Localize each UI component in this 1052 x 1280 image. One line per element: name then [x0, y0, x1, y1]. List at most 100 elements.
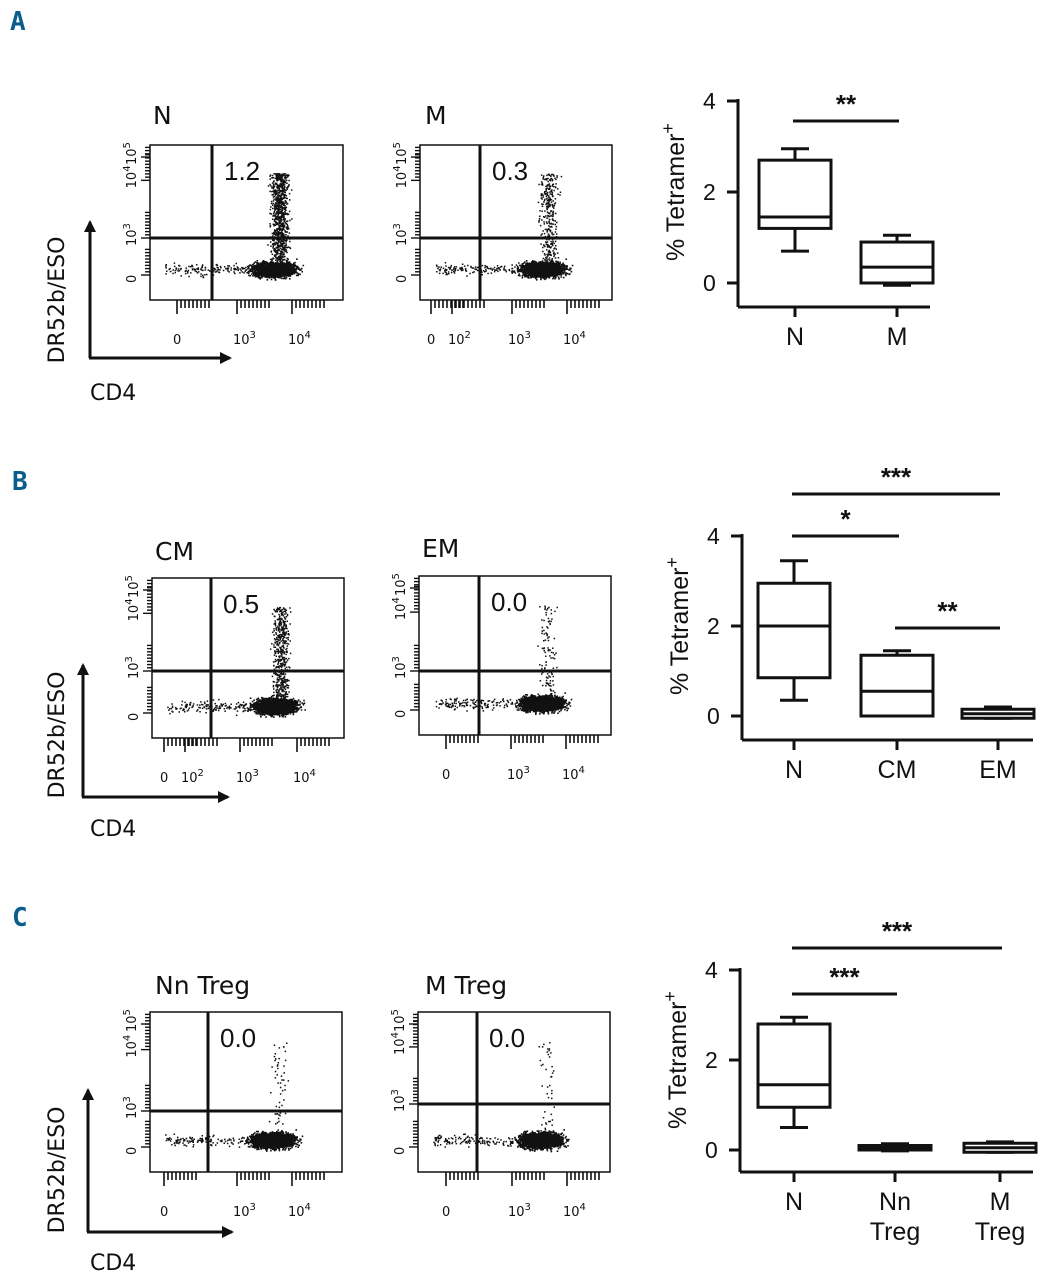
y-tick-label: 104: [392, 165, 410, 188]
significance-label: **: [937, 596, 958, 626]
y-tick-label: 0: [705, 1137, 718, 1163]
x-tick-label: 0: [160, 771, 168, 786]
axis-arrows: DR52b/ESO CD4: [45, 1088, 234, 1276]
y-tick-label: 2: [705, 1047, 718, 1073]
panel-label: C: [12, 903, 28, 933]
y-tick-label: 0: [125, 275, 140, 283]
y-tick-label: 104: [391, 597, 409, 620]
y-tick-label: 105: [391, 573, 409, 596]
cell-events: [165, 1042, 304, 1152]
y-tick-label: 0: [393, 1147, 408, 1155]
x-tick-label: 103: [233, 330, 256, 348]
y-tick-label: 0: [703, 270, 716, 296]
y-tick-label: 2: [707, 613, 720, 639]
cell-events: [165, 173, 305, 281]
cell-events: [433, 1042, 570, 1153]
axis-arrows: DR52b/ESO CD4: [45, 663, 230, 842]
y-tick-label: 4: [703, 88, 716, 114]
x-tick-label: 0: [427, 333, 435, 348]
x-tick-label: 0: [442, 1205, 450, 1220]
axis-arrows: DR52b/ESO CD4: [45, 220, 232, 406]
x-tick-label: 0: [160, 1205, 168, 1220]
significance-label: **: [836, 89, 857, 119]
y-tick-label: 0: [707, 703, 720, 729]
panel-label: A: [10, 7, 26, 37]
cell-events: [435, 173, 574, 281]
quadrant-percentage: 0.3: [492, 156, 528, 186]
box-plot: 024% Tetramer+N CM EM******: [662, 462, 1036, 784]
x-tick-label: 104: [288, 330, 311, 348]
y-tick-label: 4: [707, 523, 720, 549]
y-tick-label: 103: [391, 656, 409, 679]
category-label: N: [785, 1188, 803, 1216]
category-label: Treg: [870, 1218, 920, 1246]
x-tick-label: 103: [233, 1202, 256, 1220]
flow-title: CM: [155, 537, 194, 566]
flow-title: M Treg: [425, 971, 507, 1000]
x-tick-label: 0: [442, 768, 450, 783]
x-tick-label: 103: [236, 768, 259, 786]
significance-label: ***: [829, 962, 860, 992]
y-tick-label: 104: [122, 1035, 140, 1058]
x-axis-label: CD4: [90, 381, 136, 406]
significance-label: ***: [882, 916, 913, 946]
x-tick-label: 104: [563, 1202, 586, 1220]
y-axis-label: DR52b/ESO: [45, 672, 70, 799]
quadrant-percentage: 0.0: [491, 587, 527, 617]
box: [859, 653, 935, 718]
y-tick-label: 105: [124, 575, 142, 598]
x-tick-label: 103: [507, 765, 530, 783]
y-tick-label: 0: [395, 275, 410, 283]
box: [756, 1022, 832, 1109]
flow-title: N: [153, 101, 172, 130]
flow-title: Nn Treg: [155, 971, 250, 1000]
x-axis-label: CD4: [90, 817, 136, 842]
y-tick-label: 103: [122, 1096, 140, 1119]
x-tick-label: 104: [288, 1202, 311, 1220]
quadrant-percentage: 0.0: [489, 1023, 525, 1053]
y-tick-label: 2: [703, 179, 716, 205]
quadrant-percentage: 1.2: [224, 156, 260, 186]
category-label: M: [887, 323, 908, 351]
y-axis-label: DR52b/ESO: [45, 1107, 70, 1234]
y-tick-label: 103: [124, 656, 142, 679]
category-label: Treg: [975, 1218, 1025, 1246]
y-tick-label: 0: [394, 710, 409, 718]
panel-label: B: [12, 467, 28, 497]
y-axis-label: % Tetramer+: [658, 123, 690, 261]
y-axis-label: % Tetramer+: [662, 557, 694, 695]
significance-label: *: [840, 504, 851, 534]
quadrant-percentage: 0.5: [223, 589, 259, 619]
x-tick-label: 104: [293, 768, 316, 786]
x-tick-label: 103: [508, 330, 531, 348]
x-tick-label: 102: [181, 768, 204, 786]
x-tick-label: 0: [173, 333, 181, 348]
y-tick-label: 103: [390, 1089, 408, 1112]
flow-title: EM: [422, 534, 459, 563]
x-tick-label: 104: [563, 330, 586, 348]
plot-frame: [417, 1011, 611, 1173]
cell-events: [167, 606, 306, 718]
y-axis-label: DR52b/ESO: [45, 237, 70, 364]
category-label: CM: [878, 756, 917, 784]
category-label: N: [785, 756, 803, 784]
x-tick-label: 103: [508, 1202, 531, 1220]
y-tick-label: 104: [390, 1032, 408, 1055]
y-tick-label: 4: [705, 957, 718, 983]
y-tick-label: 104: [122, 165, 140, 188]
category-label: Nn: [879, 1188, 911, 1216]
y-tick-label: 103: [392, 223, 410, 246]
quadrant-percentage: 0.0: [220, 1023, 256, 1053]
y-tick-label: 105: [390, 1009, 408, 1032]
cell-events: [435, 605, 573, 715]
y-tick-label: 0: [127, 713, 142, 721]
flow-title: M: [425, 101, 447, 130]
